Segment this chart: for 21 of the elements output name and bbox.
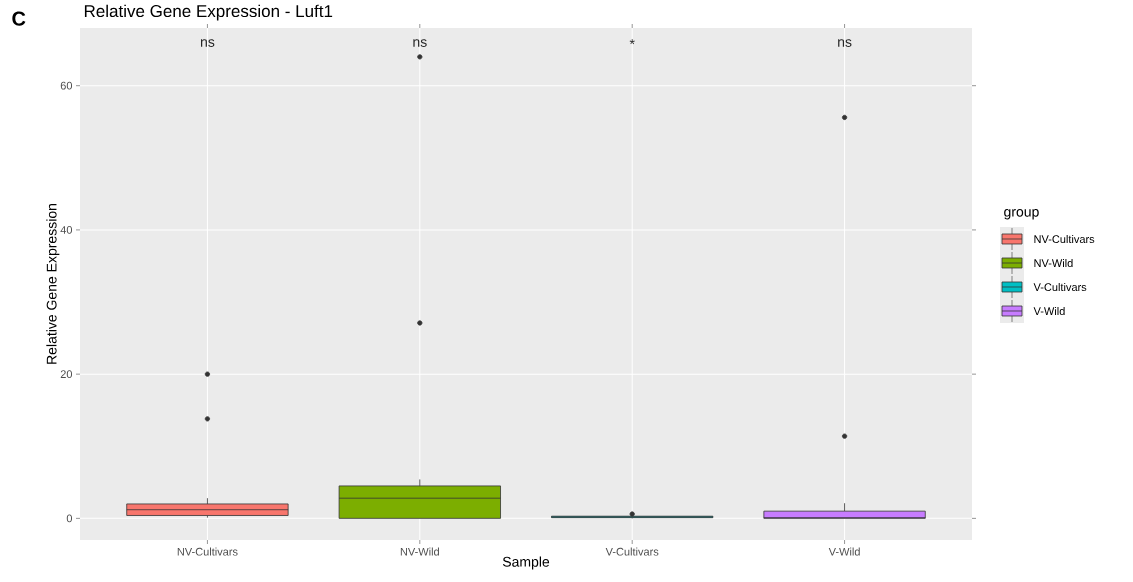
y-axis-title: Relative Gene Expression <box>46 204 60 364</box>
annotation: ns <box>200 39 215 47</box>
legend-label: NV-Wild <box>1034 258 1073 268</box>
y-tick-label: 0 <box>66 514 73 523</box>
x-tick-label: V-Wild <box>828 547 860 556</box>
x-tick-label: NV-Cultivars <box>177 547 238 556</box>
text: C <box>12 11 26 26</box>
legend-label: NV-Cultivars <box>1034 234 1095 244</box>
annotation: * <box>629 39 635 45</box>
annotation: ns <box>838 39 852 47</box>
y-tick-label: 60 <box>60 81 73 90</box>
chart-title: Relative Gene Expression - Luft1 <box>84 4 333 21</box>
y-tick-label: 40 <box>60 226 73 234</box>
x-tick-label: V-Cultivars <box>605 547 659 556</box>
legend-label: V-Wild <box>1033 306 1065 316</box>
legend-label: V-Cultivars <box>1033 282 1087 292</box>
x-axis-title: Sample <box>502 556 550 570</box>
y-tick-label: 20 <box>60 370 73 379</box>
legend-title: group <box>1004 209 1039 220</box>
x-tick-label: NV-Wild <box>400 547 439 556</box>
annotation: ns <box>413 39 427 47</box>
